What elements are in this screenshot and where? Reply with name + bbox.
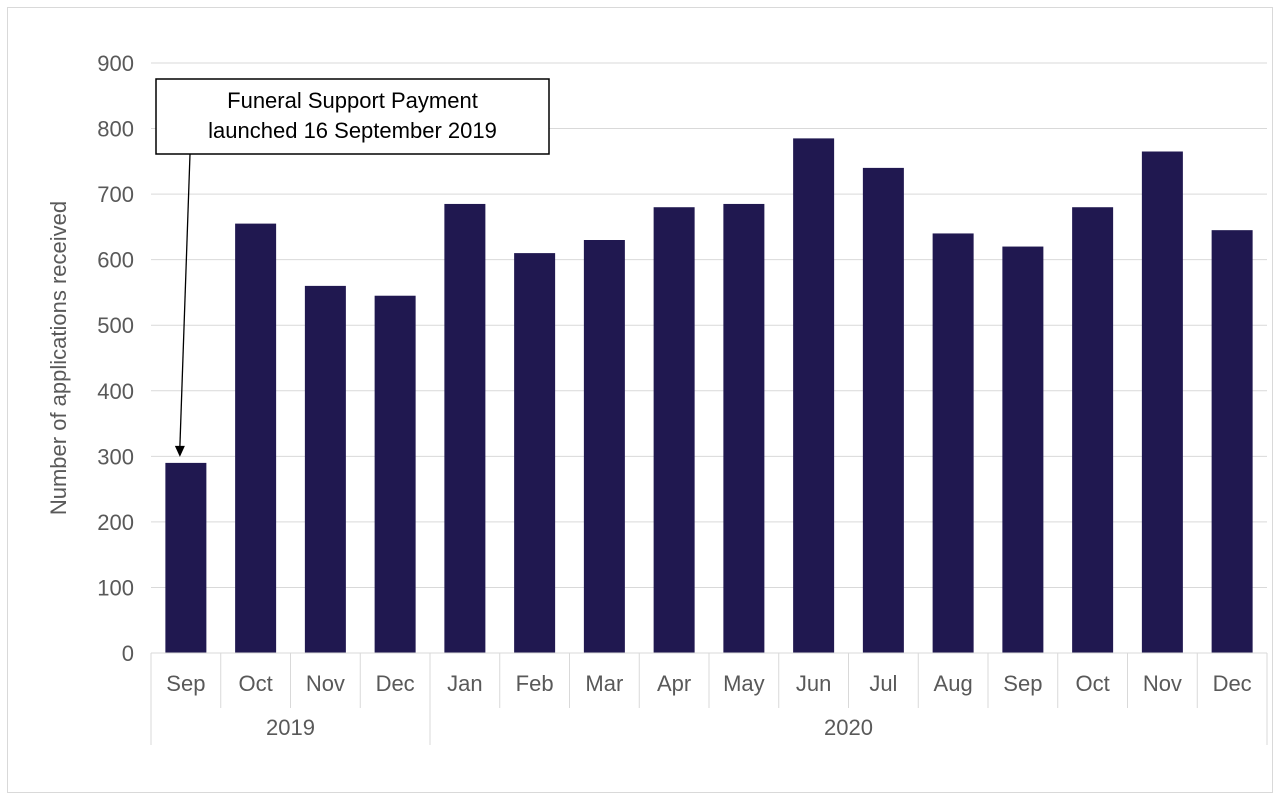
bar [165, 462, 207, 653]
annotation-arrow-line [179, 153, 191, 447]
group-label: 2019 [266, 715, 315, 740]
bar [235, 223, 277, 653]
bar [583, 240, 625, 653]
x-tick-label: Feb [516, 671, 554, 696]
bar [1072, 207, 1114, 653]
bar [932, 233, 974, 653]
bar-chart: 0 100 200 300 400 500 600 700 800 900 Sep Oct Nov Dec… [46, 51, 1268, 745]
x-tick-label: Mar [585, 671, 623, 696]
y-tick-label: 0 [122, 641, 134, 666]
bar [793, 138, 835, 653]
group-label: 2020 [824, 715, 873, 740]
y-tick-label: 600 [97, 248, 134, 273]
bar [514, 253, 556, 653]
annotation-text: launched 16 September 2019 [208, 118, 497, 143]
y-axis-label: Number of applications received [46, 201, 71, 515]
bar [374, 295, 416, 653]
x-tick-label: May [723, 671, 765, 696]
bar [1141, 151, 1183, 653]
y-tick-label: 100 [97, 575, 134, 600]
y-tick-label: 500 [97, 313, 134, 338]
annotation-arrowhead-icon [174, 445, 185, 457]
x-tick-label: Dec [376, 671, 415, 696]
annotation-box [155, 78, 550, 155]
x-tick-label: Nov [1143, 671, 1182, 696]
x-tick-label: Oct [239, 671, 273, 696]
y-tick-label: 400 [97, 379, 134, 404]
x-tick-label: Jan [447, 671, 482, 696]
bar [304, 285, 346, 653]
chart-frame: 0 100 200 300 400 500 600 700 800 900 Sep Oct Nov Dec… [7, 7, 1273, 793]
x-tick-label: Sep [1003, 671, 1042, 696]
bar [1002, 246, 1044, 654]
bar [444, 203, 486, 653]
bar [1211, 230, 1253, 653]
y-tick-label: 200 [97, 510, 134, 535]
x-tick-label: Nov [306, 671, 345, 696]
x-tick-label: Dec [1213, 671, 1252, 696]
y-tick-label: 700 [97, 182, 134, 207]
x-tick-label: Jun [796, 671, 831, 696]
annotation-text: Funeral Support Payment [227, 88, 478, 113]
x-tick-label: Oct [1076, 671, 1110, 696]
y-tick-label: 800 [97, 117, 134, 142]
bar [723, 203, 765, 653]
x-tick-label: Jul [869, 671, 897, 696]
bar [653, 207, 695, 653]
x-tick-label: Aug [934, 671, 973, 696]
x-tick-label: Apr [657, 671, 691, 696]
y-tick-label: 900 [97, 51, 134, 76]
x-tick-label: Sep [166, 671, 205, 696]
bar [862, 167, 904, 653]
y-tick-label: 300 [97, 444, 134, 469]
